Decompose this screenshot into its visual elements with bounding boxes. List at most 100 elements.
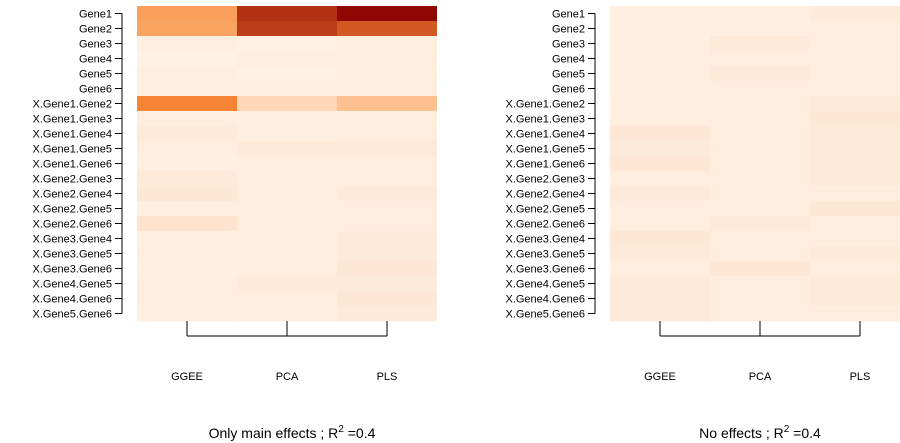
heatmap-cell-Gene6-GGEE: [137, 81, 237, 97]
heatmap-cell-X.Gene3.Gene6-PLS: [810, 261, 900, 277]
heatmap-cell-X.Gene4.Gene5-PLS: [337, 276, 437, 292]
heatmap-cell-X.Gene2.Gene5-PLS: [337, 201, 437, 217]
row-label: Gene6: [552, 84, 585, 96]
heatmap-cell-X.Gene5.Gene6-GGEE: [137, 306, 237, 322]
heatmap-cell-X.Gene1.Gene4-GGEE: [137, 126, 237, 142]
row-label: X.Gene4.Gene5: [505, 279, 585, 291]
row-label: X.Gene4.Gene5: [32, 279, 112, 291]
panel-caption: No effects ; R2 =0.4: [699, 424, 821, 441]
heatmap-cell-X.Gene4.Gene5-PLS: [810, 276, 900, 292]
heatmap-cell-X.Gene2.Gene3-PCA: [710, 171, 810, 187]
heatmap-cell-X.Gene4.Gene5-PCA: [710, 276, 810, 292]
heatmap-cell-Gene5-PLS: [337, 66, 437, 82]
heatmap-cell-Gene6-GGEE: [610, 81, 710, 97]
heatmap-cell-X.Gene2.Gene3-PCA: [237, 171, 337, 187]
heatmap-cell-X.Gene2.Gene5-GGEE: [610, 201, 710, 217]
heatmap-cell-X.Gene1.Gene3-PLS: [337, 111, 437, 127]
panel-caption: Only main effects ; R2 =0.4: [209, 424, 376, 441]
heatmap-cell-X.Gene4.Gene5-PCA: [237, 276, 337, 292]
row-label: Gene6: [79, 84, 112, 96]
heatmap-cell-X.Gene5.Gene6-PCA: [237, 306, 337, 322]
row-label: X.Gene4.Gene6: [32, 294, 112, 306]
heatmap-cell-Gene4-PLS: [337, 51, 437, 67]
heatmap-cell-X.Gene2.Gene3-GGEE: [137, 171, 237, 187]
heatmap-cell-Gene5-GGEE: [610, 66, 710, 82]
row-label: Gene4: [79, 54, 112, 66]
heatmap-cell-Gene6-PCA: [237, 81, 337, 97]
row-label: X.Gene4.Gene6: [505, 294, 585, 306]
heatmap-cell-Gene2-PCA: [710, 21, 810, 37]
heatmap-cell-X.Gene4.Gene5-GGEE: [610, 276, 710, 292]
heatmap-cell-X.Gene1.Gene4-GGEE: [610, 126, 710, 142]
heatmap-cell-X.Gene1.Gene2-PCA: [237, 96, 337, 112]
heatmap-cell-Gene6-PLS: [337, 81, 437, 97]
heatmap-cell-X.Gene1.Gene2-PCA: [710, 96, 810, 112]
row-label: X.Gene2.Gene4: [505, 189, 585, 201]
column-label: PCA: [276, 371, 299, 383]
row-label: X.Gene1.Gene6: [32, 159, 112, 171]
heatmap-cell-X.Gene2.Gene6-PCA: [237, 216, 337, 232]
heatmap-cell-Gene3-PLS: [337, 36, 437, 52]
heatmap-cell-X.Gene1.Gene2-GGEE: [610, 96, 710, 112]
column-label: GGEE: [644, 371, 676, 383]
row-label: X.Gene3.Gene5: [32, 249, 112, 261]
heatmap-cell-X.Gene1.Gene6-PLS: [810, 156, 900, 172]
heatmap-cell-Gene1-PCA: [237, 6, 337, 22]
row-label: X.Gene1.Gene6: [505, 159, 585, 171]
column-label: PCA: [749, 371, 772, 383]
row-label: X.Gene2.Gene3: [32, 174, 112, 186]
heatmap-cell-X.Gene3.Gene5-GGEE: [137, 246, 237, 262]
heatmap-cell-X.Gene1.Gene6-GGEE: [610, 156, 710, 172]
heatmap-cell-X.Gene1.Gene6-PCA: [710, 156, 810, 172]
heatmap-cell-X.Gene2.Gene5-PLS: [810, 201, 900, 217]
row-label: Gene3: [79, 39, 112, 51]
heatmap-cell-X.Gene4.Gene6-PCA: [710, 291, 810, 307]
row-label: X.Gene2.Gene3: [505, 174, 585, 186]
heatmap-cell-X.Gene2.Gene4-PLS: [337, 186, 437, 202]
heatmap-cell-X.Gene3.Gene4-PCA: [237, 231, 337, 247]
heatmap-cell-X.Gene5.Gene6-PCA: [710, 306, 810, 322]
row-label: X.Gene2.Gene4: [32, 189, 112, 201]
heatmap-cell-Gene1-GGEE: [610, 6, 710, 22]
heatmap-cell-X.Gene3.Gene5-PLS: [337, 246, 437, 262]
heatmap-cell-X.Gene3.Gene4-PCA: [710, 231, 810, 247]
heatmap-cell-Gene2-PCA: [237, 21, 337, 37]
heatmap-cell-X.Gene1.Gene3-PCA: [710, 111, 810, 127]
row-label: X.Gene3.Gene4: [32, 234, 112, 246]
heatmap-cell-X.Gene2.Gene4-PLS: [810, 186, 900, 202]
heatmap-cell-X.Gene2.Gene6-GGEE: [610, 216, 710, 232]
heatmap-cell-X.Gene3.Gene5-GGEE: [610, 246, 710, 262]
heatmap-cell-X.Gene2.Gene6-PLS: [810, 216, 900, 232]
heatmap-cell-X.Gene4.Gene6-PLS: [337, 291, 437, 307]
heatmap-cell-X.Gene3.Gene6-PCA: [710, 261, 810, 277]
heatmap-cell-X.Gene1.Gene4-PLS: [810, 126, 900, 142]
row-label: X.Gene2.Gene5: [32, 204, 112, 216]
row-label: X.Gene3.Gene6: [505, 264, 585, 276]
row-label: Gene1: [79, 9, 112, 21]
heatmap-cell-Gene3-PCA: [237, 36, 337, 52]
row-label: Gene2: [552, 24, 585, 36]
row-label: X.Gene1.Gene2: [32, 99, 112, 111]
heatmap-cell-X.Gene3.Gene5-PLS: [810, 246, 900, 262]
heatmap-cell-Gene1-PLS: [337, 6, 437, 22]
heatmap-cell-Gene4-PLS: [810, 51, 900, 67]
heatmap-cell-X.Gene2.Gene6-GGEE: [137, 216, 237, 232]
heatmap-cell-X.Gene4.Gene6-PCA: [237, 291, 337, 307]
heatmap-cell-X.Gene3.Gene6-GGEE: [137, 261, 237, 277]
heatmap-cell-X.Gene2.Gene5-PCA: [710, 201, 810, 217]
row-label: X.Gene5.Gene6: [505, 309, 585, 321]
heatmap-cell-X.Gene1.Gene4-PCA: [710, 126, 810, 142]
row-label: X.Gene2.Gene6: [32, 219, 112, 231]
row-label: X.Gene5.Gene6: [32, 309, 112, 321]
heatmap-cell-X.Gene3.Gene6-PLS: [337, 261, 437, 277]
heatmap-cell-X.Gene1.Gene5-PCA: [710, 141, 810, 157]
heatmap-cell-X.Gene3.Gene4-PLS: [810, 231, 900, 247]
heatmap-cell-X.Gene5.Gene6-PLS: [337, 306, 437, 322]
row-label: Gene2: [79, 24, 112, 36]
heatmap-cell-X.Gene1.Gene6-GGEE: [137, 156, 237, 172]
heatmap-cell-X.Gene3.Gene4-GGEE: [610, 231, 710, 247]
heatmap-cell-X.Gene3.Gene6-PCA: [237, 261, 337, 277]
row-label: X.Gene1.Gene3: [505, 114, 585, 126]
heatmap-cell-Gene1-GGEE: [137, 6, 237, 22]
row-label: X.Gene1.Gene4: [505, 129, 585, 141]
